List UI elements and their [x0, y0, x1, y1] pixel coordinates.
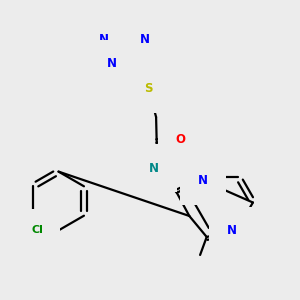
Text: N: N: [119, 18, 130, 32]
Text: N: N: [99, 33, 109, 46]
Text: N: N: [140, 33, 150, 46]
Text: N: N: [227, 224, 237, 238]
Text: O: O: [176, 133, 186, 146]
Text: H: H: [135, 163, 145, 172]
Text: Cl: Cl: [32, 225, 44, 236]
Text: N: N: [149, 162, 159, 175]
Text: N: N: [198, 174, 208, 187]
Text: S: S: [144, 82, 153, 95]
Text: N: N: [107, 58, 117, 70]
